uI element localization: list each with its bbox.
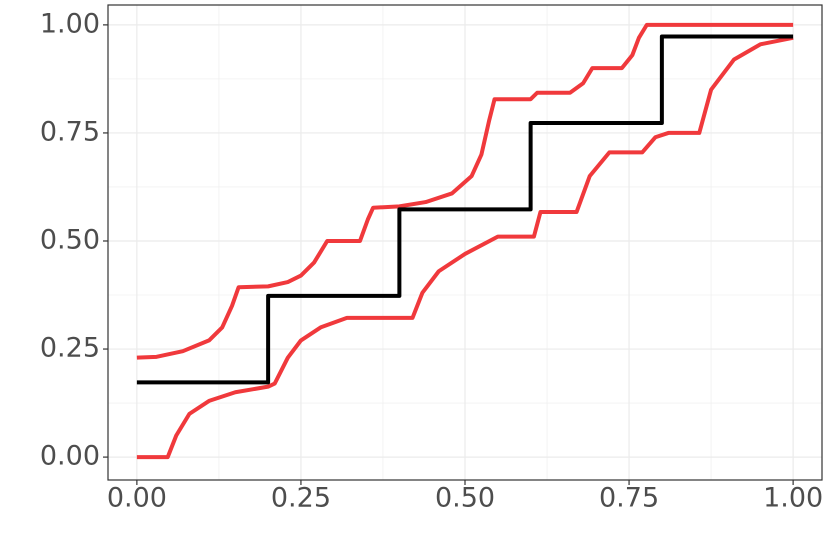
y-tick-label: 0.25 (40, 333, 100, 364)
series-line (136, 22, 794, 360)
x-tick-label: 1.00 (763, 483, 823, 514)
y-tick-label: 0.50 (40, 224, 100, 255)
x-tick-label: 0.75 (599, 483, 659, 514)
y-tick-label: 1.00 (40, 8, 100, 39)
y-tick-label: 0.00 (40, 441, 100, 472)
series-line (136, 34, 794, 385)
y-tick-label: 0.75 (40, 116, 100, 147)
x-tick-label: 0.00 (107, 483, 167, 514)
series-line (136, 35, 794, 460)
x-tick-label: 0.25 (271, 483, 331, 514)
x-tick-label: 0.50 (435, 483, 495, 514)
panel-border (107, 4, 823, 481)
